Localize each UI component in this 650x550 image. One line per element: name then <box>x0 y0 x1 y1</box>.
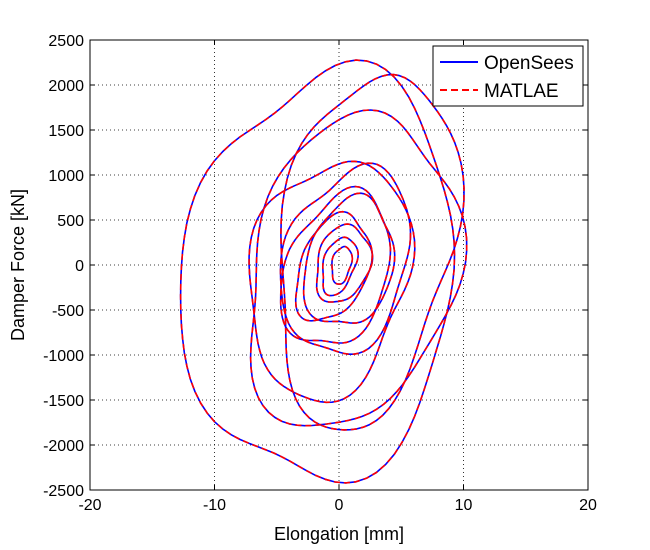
y-tick-label: -2000 <box>43 438 84 455</box>
y-tick-label: 2500 <box>48 33 84 50</box>
x-tick-label: 0 <box>335 497 344 514</box>
series-matlae-loop <box>331 245 354 286</box>
legend-label-matlae: MATLAE <box>484 81 559 102</box>
x-tick-label: 20 <box>579 497 597 514</box>
y-tick-label: -500 <box>52 303 84 320</box>
series-matlae-loop <box>294 210 374 322</box>
x-tick-label: -10 <box>203 497 226 514</box>
series-opensees-loop <box>280 73 465 431</box>
series-matlae-loop <box>248 160 416 404</box>
y-tick-label: 2000 <box>48 78 84 95</box>
legend-label-opensees: OpenSees <box>484 53 574 74</box>
y-tick-label: 1500 <box>48 123 84 140</box>
y-axis-label: Damper Force [kN] <box>8 189 28 341</box>
axis-tick-labels: -20 -10 0 10 20 -2500 -2000 -1500 -1000 -500 0 500 1… <box>43 33 597 514</box>
y-tick-label: 500 <box>57 213 84 230</box>
series-matlae-loop <box>315 223 374 303</box>
legend-box <box>432 45 584 107</box>
series-matlae-loop <box>179 59 456 484</box>
x-axis-label: Elongation [mm] <box>274 524 404 544</box>
x-tick-label: -20 <box>78 497 101 514</box>
axis-ticks <box>89 39 589 491</box>
y-tick-label: -2500 <box>43 483 84 500</box>
series-matlae-loop <box>279 185 392 344</box>
y-tick-label: -1500 <box>43 393 84 410</box>
y-tick-label: -1000 <box>43 348 84 365</box>
hysteresis-curves <box>179 59 468 484</box>
y-tick-label: 1000 <box>48 168 84 185</box>
y-tick-label: 0 <box>75 258 84 275</box>
legend: OpenSees MATLAE <box>432 45 584 107</box>
series-matlae-loop <box>302 192 396 324</box>
x-tick-label: 10 <box>455 497 473 514</box>
series-matlae-loop <box>321 236 359 297</box>
